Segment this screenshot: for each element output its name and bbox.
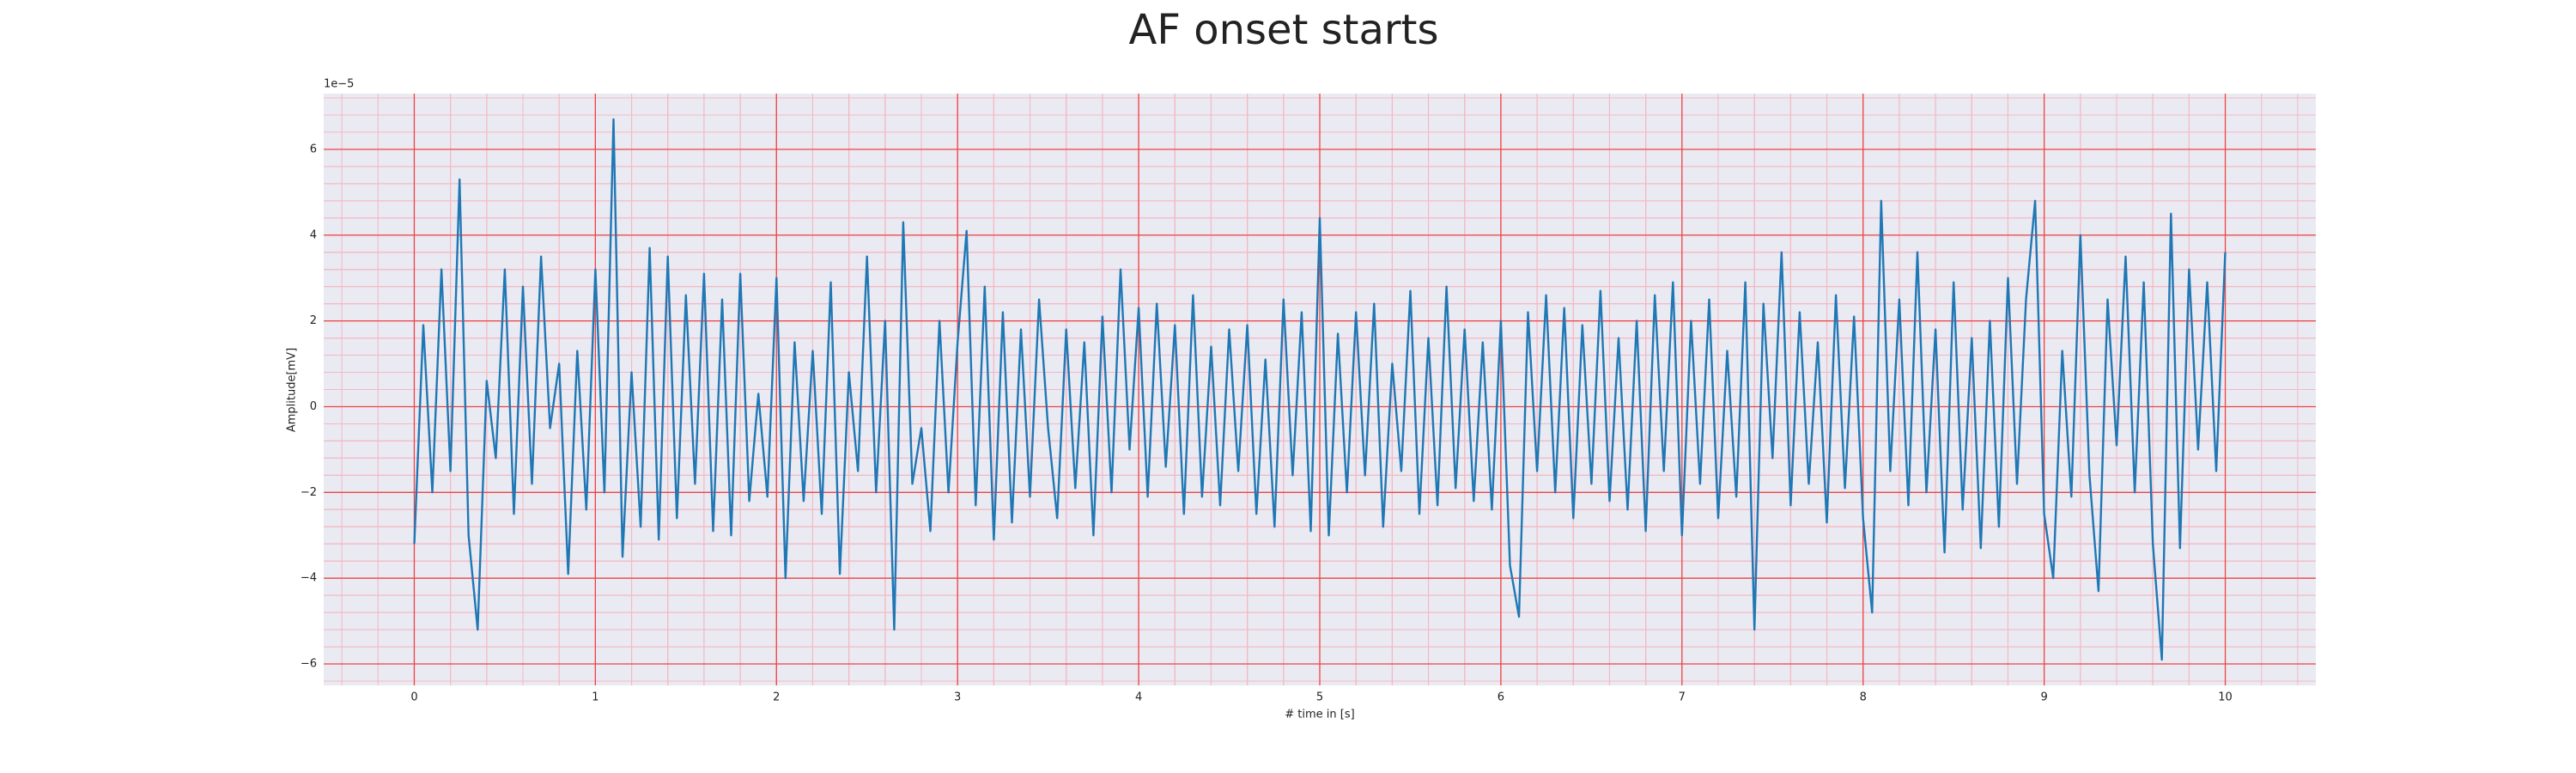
y-tick-label: −2 bbox=[301, 486, 317, 499]
x-tick-label: 4 bbox=[1135, 691, 1142, 704]
x-tick-label: 3 bbox=[954, 691, 961, 704]
x-tick-label: 8 bbox=[1860, 691, 1867, 704]
signal-line bbox=[413, 118, 2227, 661]
y-tick-label: 2 bbox=[310, 314, 317, 327]
offset-text: 1e−5 bbox=[324, 78, 354, 91]
x-tick-label: 1 bbox=[592, 691, 598, 704]
y-tick-label: −4 bbox=[301, 572, 317, 585]
y-tick-label: 0 bbox=[310, 400, 317, 413]
y-tick-label: 4 bbox=[310, 228, 317, 241]
y-tick-label: 6 bbox=[310, 143, 317, 155]
x-tick-label: 10 bbox=[2218, 691, 2233, 704]
x-tick-label: 6 bbox=[1498, 691, 1504, 704]
y-tick-label: −6 bbox=[301, 658, 317, 671]
x-tick-label: 5 bbox=[1316, 691, 1323, 704]
x-tick-label: 9 bbox=[2040, 691, 2047, 704]
x-tick-label: 0 bbox=[410, 691, 417, 704]
x-axis-label: # time in [s] bbox=[1285, 709, 1354, 721]
y-axis-label: Amplitude[mV] bbox=[286, 348, 299, 432]
chart-title: AF onset starts bbox=[1129, 6, 1439, 54]
x-tick-label: 2 bbox=[773, 691, 780, 704]
x-tick-label: 7 bbox=[1679, 691, 1686, 704]
